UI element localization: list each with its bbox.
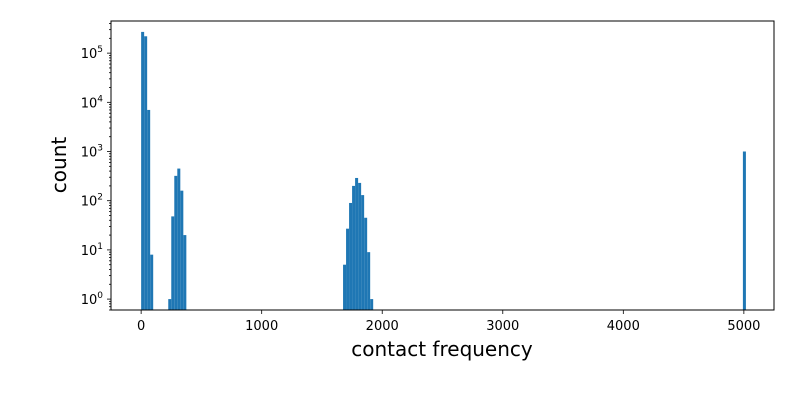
histogram-bar	[183, 235, 187, 310]
x-axis-label: contact frequency	[351, 337, 533, 361]
y-tick-label: 100	[81, 291, 104, 308]
x-tick-label: 3000	[486, 319, 519, 334]
y-tick-label: 105	[81, 45, 103, 62]
histogram-bar	[355, 177, 359, 310]
histogram-bar	[346, 228, 350, 310]
x-tick-label: 1000	[245, 319, 278, 334]
histogram-bar	[361, 195, 365, 310]
x-tick-label: 2000	[366, 319, 399, 334]
histogram-bar	[144, 36, 148, 310]
histogram-bar	[147, 109, 151, 310]
histogram-bar	[141, 31, 145, 310]
histogram-bar	[174, 175, 178, 310]
histogram-bar	[150, 254, 154, 310]
plot-frame	[110, 20, 775, 311]
y-tick-label: 101	[81, 242, 103, 259]
histogram-bar	[171, 216, 175, 310]
y-tick-label: 104	[81, 94, 104, 111]
y-axis: 100 101 102 103 104 105	[81, 23, 111, 311]
histogram-bar	[177, 168, 181, 310]
histogram-bar	[364, 217, 368, 310]
histogram-bar	[367, 252, 371, 310]
bars-group	[141, 31, 746, 310]
y-axis-label: count	[47, 137, 71, 194]
x-tick-label: 5000	[727, 319, 760, 334]
x-tick-label: 0	[137, 319, 145, 334]
y-tick-label: 102	[81, 193, 103, 210]
histogram-bar	[358, 182, 362, 310]
y-tick-label: 103	[81, 144, 103, 161]
histogram-bar	[168, 299, 172, 310]
histogram-bar	[352, 185, 356, 310]
histogram-bar	[180, 190, 184, 310]
x-tick-label: 4000	[607, 319, 640, 334]
x-axis: 0 1000 2000 3000 4000 5000	[137, 310, 760, 334]
histogram-bar	[370, 299, 374, 310]
histogram-bar	[343, 264, 347, 310]
histogram-bar	[349, 202, 353, 310]
histogram-bar	[742, 151, 746, 310]
